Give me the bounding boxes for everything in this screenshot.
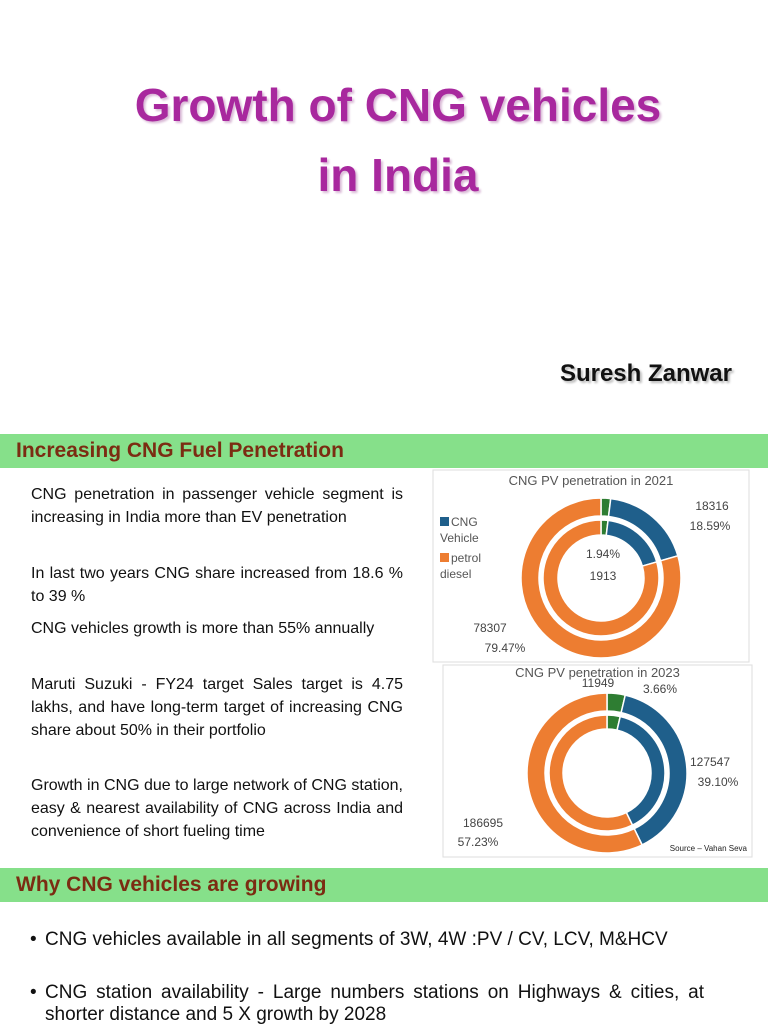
section-heading: Why CNG vehicles are growing <box>16 873 327 896</box>
data-label: 186695 <box>463 816 503 830</box>
paragraph: Maruti Suzuki - FY24 target Sales target… <box>31 676 403 739</box>
paragraph: Growth in CNG due to large network of CN… <box>31 777 403 840</box>
legend-swatch <box>440 517 449 526</box>
donut-segment <box>520 497 682 659</box>
donut-segment <box>526 692 644 854</box>
legend-label: CNG Vehicle <box>440 515 479 545</box>
chart-title: CNG PV penetration in 2023 <box>515 665 680 680</box>
data-label: 78307 <box>473 621 507 635</box>
chart-source: Source – Vahan Seva <box>670 844 748 853</box>
section-band: Increasing CNG Fuel Penetration <box>0 434 768 468</box>
data-label: 1913 <box>590 569 617 583</box>
bullet: CNG station availability - Large numbers… <box>30 982 704 1026</box>
section-heading: Increasing CNG Fuel Penetration <box>16 439 344 462</box>
section-band: Why CNG vehicles are growing <box>0 868 768 902</box>
donut-segment <box>542 519 660 637</box>
paragraph: In last two years CNG share increased fr… <box>31 565 403 605</box>
chart-title: CNG PV penetration in 2021 <box>509 473 674 488</box>
paragraph: CNG vehicles growth is more than 55% ann… <box>31 620 375 637</box>
bullet: CNG vehicles available in all segments o… <box>30 929 704 951</box>
legend-label: petrol diesel <box>440 551 482 581</box>
data-label: 18316 <box>695 499 729 513</box>
legend-entry: petrol diesel <box>440 550 490 582</box>
data-label: 1.94% <box>586 547 620 561</box>
author: Suresh Zanwar <box>559 360 732 387</box>
data-label: 127547 <box>690 755 730 769</box>
bullet-text: CNG station availability - Large numbers… <box>45 982 704 1025</box>
bullet-text: CNG vehicles available in all segments o… <box>45 929 668 950</box>
title-line: Growth of CNG vehicles <box>134 79 662 131</box>
donut-segment <box>548 714 634 832</box>
data-label: 18.59% <box>690 519 731 533</box>
paragraph: CNG penetration in passenger vehicle seg… <box>31 486 403 526</box>
legend-entry: CNG Vehicle <box>440 514 490 546</box>
data-label: 57.23% <box>458 835 499 849</box>
data-label: 11949 <box>582 676 615 690</box>
data-label: 79.47% <box>485 641 526 655</box>
data-label: 39.10% <box>698 775 739 789</box>
legend-swatch <box>440 553 449 562</box>
title-line: in India <box>317 149 479 201</box>
data-label: 3.66% <box>643 682 677 696</box>
